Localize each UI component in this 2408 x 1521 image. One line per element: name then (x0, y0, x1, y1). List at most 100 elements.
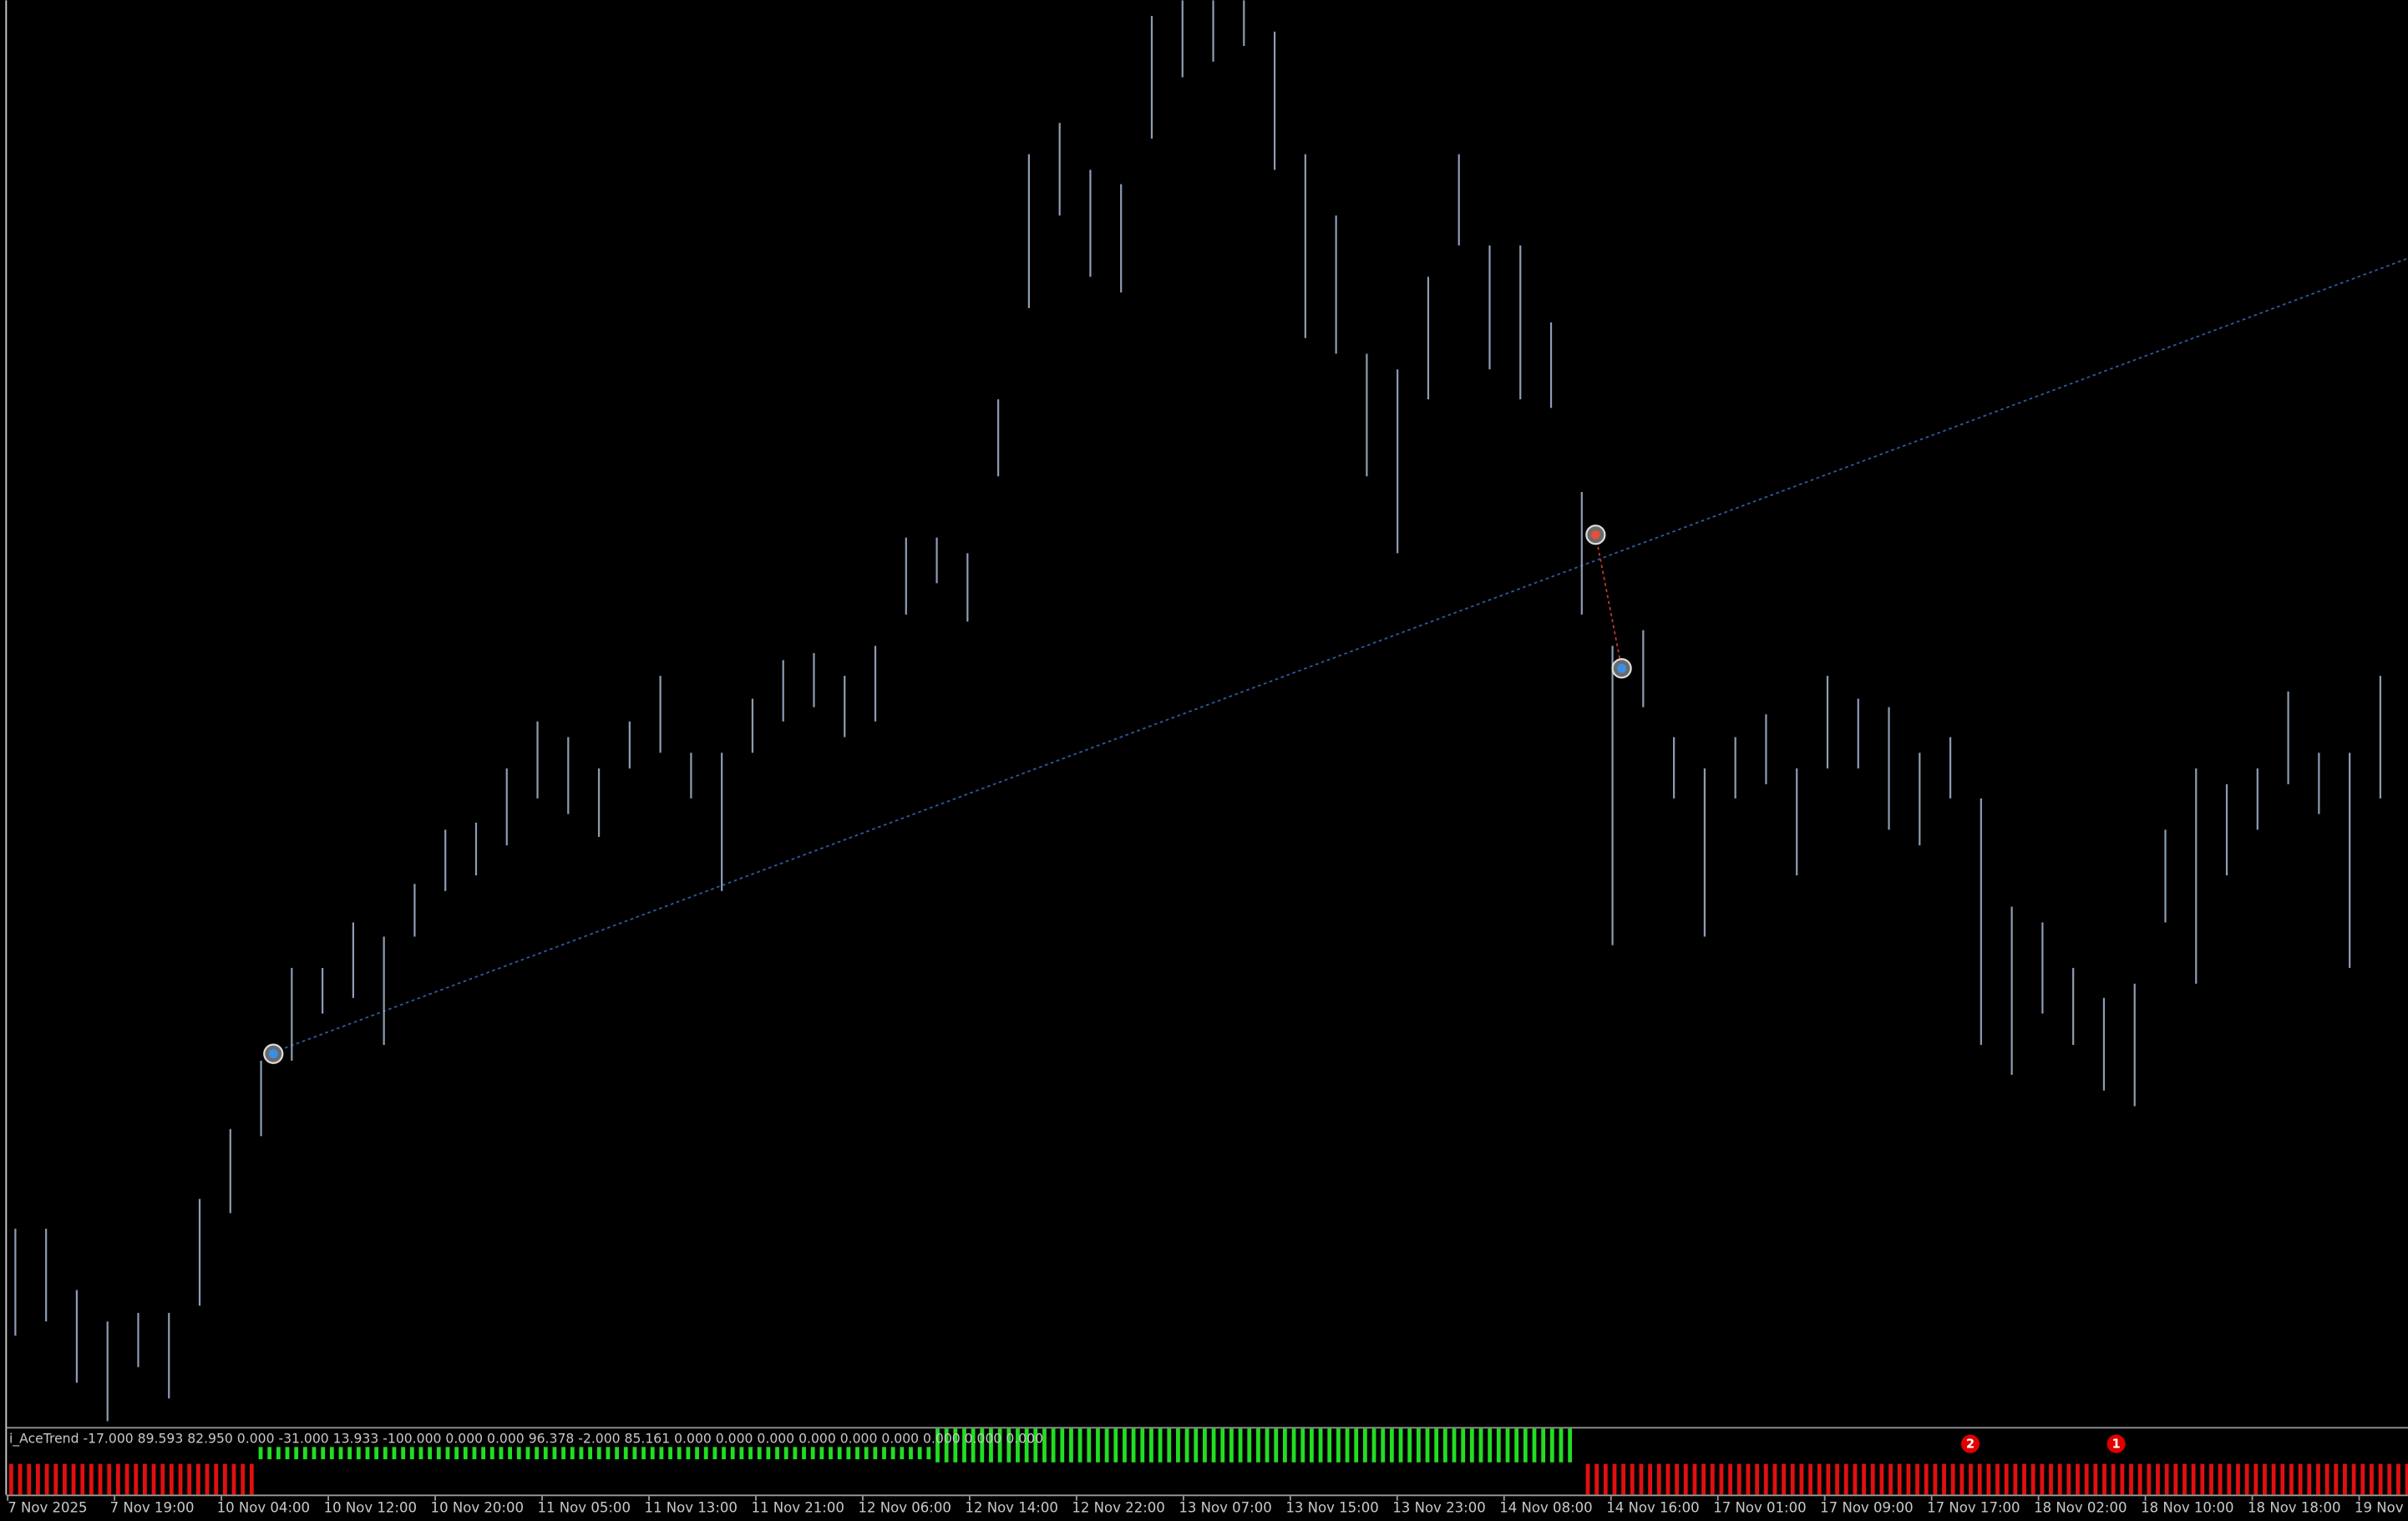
indicator-bar (160, 1463, 165, 1495)
indicator-bar (222, 1463, 227, 1495)
indicator-bar (2378, 1463, 2383, 1495)
indicator-bar (98, 1463, 103, 1495)
indicator-bar (775, 1447, 779, 1460)
indicator-bar (837, 1447, 842, 1460)
indicator-bar (1541, 1428, 1546, 1463)
indicator-bar (2173, 1463, 2178, 1495)
indicator-bar (1203, 1428, 1207, 1463)
indicator-bar (1104, 1428, 1109, 1463)
indicator-label: i_AceTrend -17.000 89.593 82.950 0.000 -… (9, 1432, 1043, 1447)
indicator-bars (9, 1428, 2408, 1495)
indicator-bar (730, 1447, 735, 1460)
indicator-bar (1398, 1428, 1403, 1463)
indicator-bar (703, 1447, 708, 1460)
indicator-bar (1568, 1428, 1573, 1463)
indicator-bar (116, 1463, 120, 1495)
time-label: 18 Nov 02:00 (2034, 1499, 2127, 1515)
indicator-bar (321, 1447, 326, 1460)
time-label: 13 Nov 15:00 (1285, 1499, 1378, 1515)
indicator-bar (1755, 1463, 1759, 1495)
indicator-bar (953, 1428, 958, 1463)
time-label: 14 Nov 16:00 (1606, 1499, 1699, 1515)
indicator-bar (80, 1463, 85, 1495)
indicator-bar (2405, 1463, 2408, 1495)
indicator-bar (570, 1447, 575, 1460)
indicator-bar (2111, 1463, 2116, 1495)
close-marker-core (1617, 663, 1627, 673)
indicator-bar (926, 1447, 931, 1460)
indicator-bar (1585, 1463, 1590, 1495)
time-label: 18 Nov 10:00 (2141, 1499, 2233, 1515)
time-label: 17 Nov 17:00 (1927, 1499, 2020, 1515)
indicator-bar (1381, 1428, 1386, 1463)
indicator-bar (71, 1463, 76, 1495)
indicator-bar (1675, 1463, 1680, 1495)
indicator-bar (1051, 1428, 1056, 1463)
indicator-bar (2396, 1463, 2400, 1495)
indicator-bar (499, 1447, 504, 1460)
indicator-bar (267, 1447, 272, 1460)
indicator-bar (2137, 1463, 2142, 1495)
indicator-bar (1488, 1428, 1493, 1463)
indicator-bar (428, 1447, 433, 1460)
indicator-bar (917, 1447, 922, 1460)
indicator-bar (819, 1447, 824, 1460)
indicator-bar (205, 1463, 210, 1495)
indicator-bar (535, 1447, 539, 1460)
indicator-bar (2120, 1463, 2125, 1495)
indicator-bar (1853, 1463, 1858, 1495)
indicator-bar (2022, 1463, 2026, 1495)
indicator-bar (276, 1447, 281, 1460)
indicator-bar (2244, 1463, 2249, 1495)
indicator-bar (44, 1463, 49, 1495)
indicator-bar (909, 1447, 913, 1460)
indicator-bar (53, 1463, 58, 1495)
indicator-bar (2209, 1463, 2213, 1495)
indicator-bar (1087, 1428, 1092, 1463)
indicator-bar (1256, 1428, 1260, 1463)
indicator-bar (2370, 1463, 2374, 1495)
indicator-bar (1559, 1428, 1564, 1463)
indicator-bar (1736, 1463, 1741, 1495)
indicator-bar (1060, 1428, 1065, 1463)
indicator-bar (1265, 1428, 1270, 1463)
badge-text: 1 (2112, 1437, 2121, 1452)
indicator-bar (356, 1447, 361, 1460)
indicator-bar (623, 1447, 628, 1460)
indicator-bar (1603, 1463, 1608, 1495)
time-label: 10 Nov 12:00 (324, 1499, 417, 1515)
indicator-bar (2236, 1463, 2240, 1495)
indicator-bar (1843, 1463, 1848, 1495)
indicator-bar (686, 1447, 691, 1460)
indicator-bar (1131, 1428, 1136, 1463)
indicator-bar (2102, 1463, 2106, 1495)
indicator-bar (1594, 1463, 1599, 1495)
indicator-bar (2200, 1463, 2205, 1495)
indicator-bar (980, 1428, 985, 1463)
indicator-bar (1746, 1463, 1751, 1495)
indicator-bar (2253, 1463, 2258, 1495)
time-label: 14 Nov 08:00 (1499, 1499, 1592, 1515)
indicator-bar (63, 1463, 67, 1495)
indicator-bar (1123, 1428, 1127, 1463)
indicator-bar (1006, 1428, 1011, 1463)
indicator-bar (1140, 1428, 1145, 1463)
indicator-bar (659, 1447, 664, 1460)
badge-text: 2 (1966, 1437, 1975, 1452)
indicator-bar (1442, 1428, 1447, 1463)
indicator-bar (2263, 1463, 2267, 1495)
indicator-bar (347, 1447, 352, 1460)
indicator-bar (997, 1428, 1002, 1463)
indicator-bar (1327, 1428, 1332, 1463)
indicator-bar (1959, 1463, 1964, 1495)
time-label: 11 Nov 13:00 (644, 1499, 737, 1515)
indicator-bar (2289, 1463, 2294, 1495)
indicator-bar (677, 1447, 682, 1460)
trade-line (1594, 535, 1623, 669)
indicator-bar (1870, 1463, 1875, 1495)
indicator-bar (1728, 1463, 1732, 1495)
indicator-bar (463, 1447, 468, 1460)
indicator-bar (1416, 1428, 1421, 1463)
indicator-bar (2324, 1463, 2329, 1495)
